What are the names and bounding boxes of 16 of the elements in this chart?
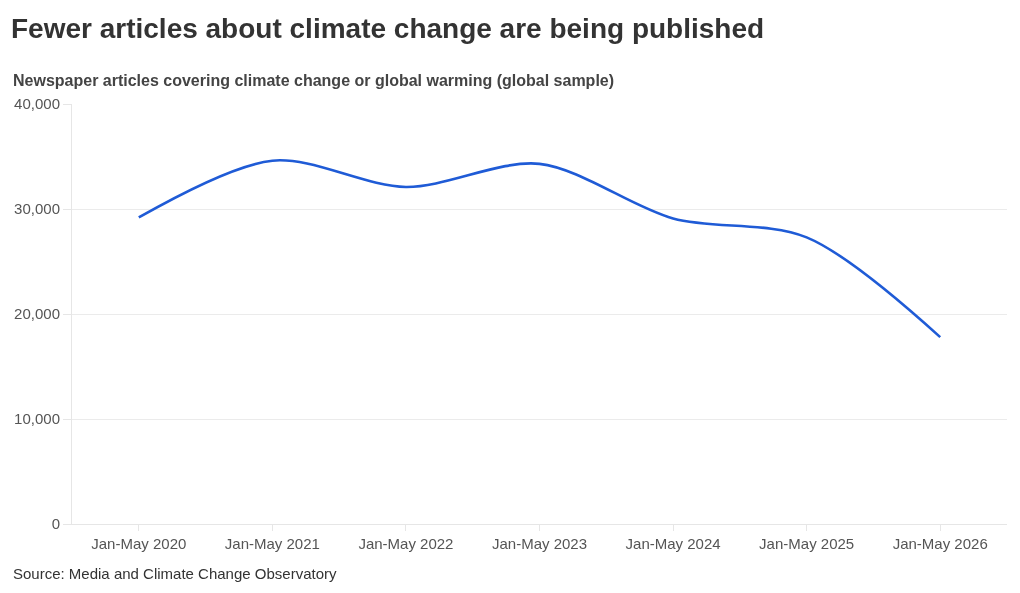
x-tick-label: Jan-May 2020 bbox=[91, 535, 187, 552]
y-tick-label: 0 bbox=[51, 515, 60, 533]
line-series bbox=[137, 159, 942, 339]
chart-title: Fewer articles about climate change are being published bbox=[11, 12, 765, 44]
x-tick-label: Jan-May 2022 bbox=[358, 535, 454, 552]
chart-subtitle: Newspaper articles covering climate change or global warming (global sample) bbox=[13, 72, 615, 89]
x-tick-label: Jan-May 2021 bbox=[224, 535, 320, 552]
y-tick-label: 10,000 bbox=[14, 410, 60, 428]
x-tick-label: Jan-May 2025 bbox=[759, 535, 855, 552]
y-tick-label: 40,000 bbox=[14, 95, 60, 113]
x-tick-label: Jan-May 2026 bbox=[892, 535, 988, 552]
y-tick-label: 20,000 bbox=[14, 305, 60, 323]
source-note: Source: Media and Climate Change Observatory bbox=[13, 565, 337, 582]
x-tick-label: Jan-May 2023 bbox=[491, 535, 588, 552]
y-tick-label: 30,000 bbox=[14, 200, 60, 218]
x-tick-label: Jan-May 2024 bbox=[625, 535, 721, 552]
